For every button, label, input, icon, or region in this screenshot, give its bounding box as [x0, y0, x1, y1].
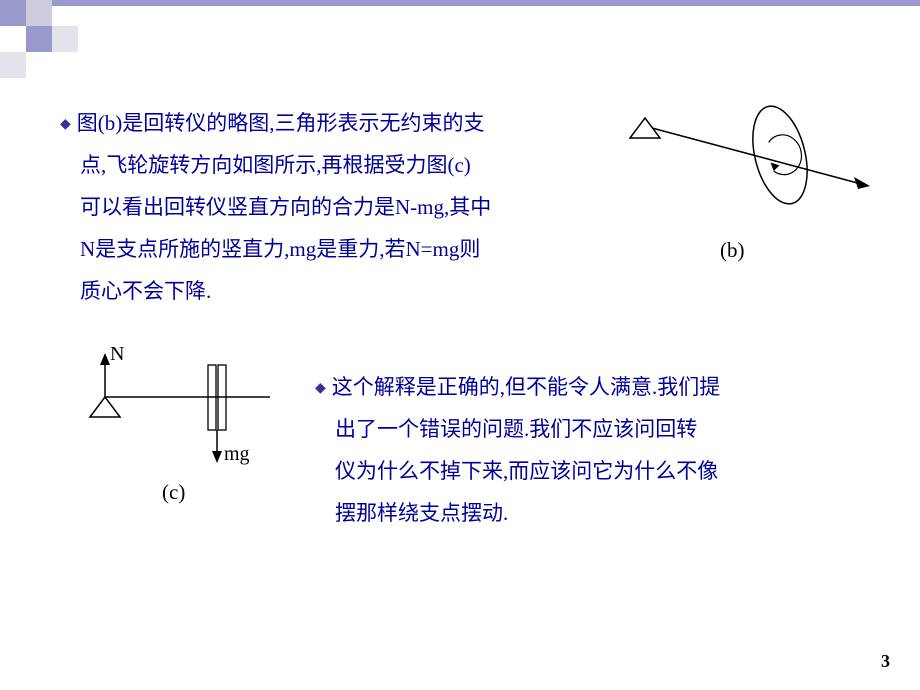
para2-line1: 出了一个错误的问题.我们不应该问回转 [335, 417, 697, 441]
n-label: N [110, 343, 124, 366]
para2-line3: 摆那样绕支点摆动. [335, 501, 508, 525]
para2-line0: 这个解释是正确的,但不能令人满意.我们提 [332, 375, 721, 399]
diagram-b-caption: (b) [720, 238, 745, 263]
mg-label: mg [224, 443, 250, 466]
para1-line1: 点,飞轮旋转方向如图所示,再根据受力图(c) [80, 153, 471, 177]
para1-line0: 图(b)是回转仪的略图,三角形表示无约束的支 [77, 111, 485, 135]
paragraph-1: ◆ 图(b)是回转仪的略图,三角形表示无约束的支 点,飞轮旋转方向如图所示,再根据… [60, 102, 605, 312]
bullet-icon: ◆ [315, 381, 326, 396]
para1-line3: N是支点所施的竖直力,mg是重力,若N=mg则 [80, 237, 480, 261]
para1-line2: 可以看出回转仪竖直方向的合力是N-mg,其中 [80, 195, 491, 219]
diagram-b: (b) [610, 100, 890, 270]
para2-line2: 仪为什么不掉下来,而应该问它为什么不像 [335, 459, 718, 483]
diagram-c-caption: (c) [162, 480, 185, 505]
diagram-c: N mg (c) [70, 345, 300, 515]
top-decoration [0, 0, 920, 85]
page-number: 3 [881, 651, 890, 672]
bullet-icon: ◆ [60, 117, 71, 132]
para1-line4: 质心不会下降. [80, 279, 211, 303]
paragraph-2: ◆ 这个解释是正确的,但不能令人满意.我们提 出了一个错误的问题.我们不应该问回转… [315, 366, 885, 534]
